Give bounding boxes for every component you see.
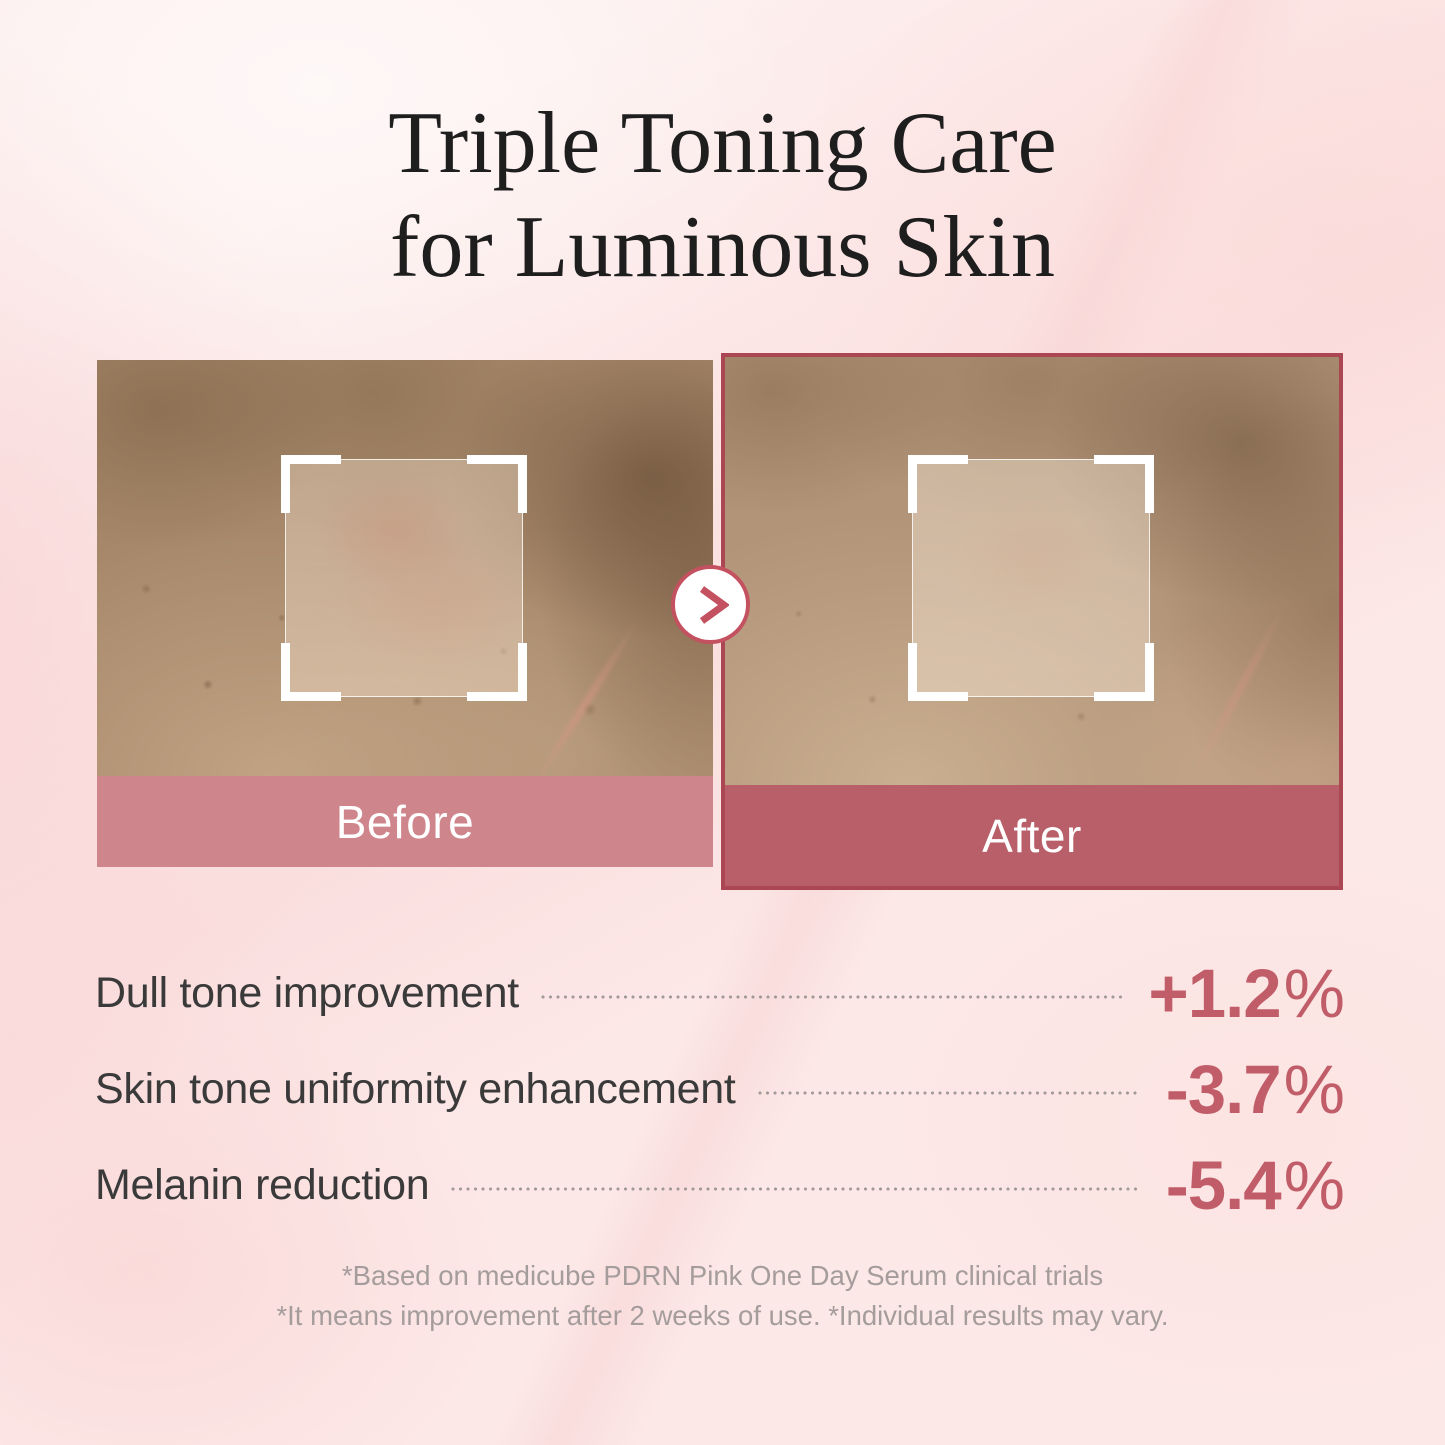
frame-corner-icon	[1094, 455, 1154, 513]
stat-label: Dull tone improvement	[95, 968, 519, 1017]
disclaimer-line-1: *Based on medicube PDRN Pink One Day Ser…	[341, 1260, 1104, 1291]
stat-unit: %	[1283, 954, 1345, 1032]
frame-corner-icon	[467, 455, 527, 513]
frame-corner-icon	[908, 643, 968, 701]
dotted-leader	[451, 1187, 1140, 1191]
measurement-frame-icon	[281, 455, 527, 701]
dotted-leader	[757, 1091, 1140, 1095]
stat-row: Melanin reduction -5.4%	[95, 1147, 1345, 1224]
before-label: Before	[335, 795, 475, 848]
stat-label: Skin tone uniformity enhancement	[95, 1064, 736, 1113]
measurement-frame-icon	[908, 455, 1154, 701]
after-label-bar: After	[725, 785, 1339, 886]
after-skin-photo	[725, 357, 1339, 785]
stat-unit: %	[1283, 1050, 1345, 1128]
frame-corner-icon	[1094, 643, 1154, 701]
skin-mark	[1133, 559, 1339, 785]
after-card: After	[721, 353, 1343, 890]
frame-corner-icon	[908, 455, 968, 513]
stat-unit: %	[1283, 1146, 1345, 1224]
stat-label: Melanin reduction	[95, 1160, 430, 1209]
before-skin-photo	[97, 360, 713, 776]
stat-number: +1.2	[1148, 954, 1281, 1032]
stat-number: -3.7	[1165, 1050, 1282, 1128]
page-title: Triple Toning Care for Luminous Skin	[0, 92, 1445, 300]
stat-number: -5.4	[1165, 1146, 1282, 1224]
clinical-stats: Dull tone improvement +1.2% Skin tone un…	[95, 955, 1345, 1246]
disclaimer-line-2: *It means improvement after 2 weeks of u…	[276, 1299, 1169, 1331]
title-line-1: Triple Toning Care	[388, 95, 1057, 192]
chevron-right-icon	[699, 585, 729, 624]
frame-corner-icon	[281, 643, 341, 701]
dotted-leader	[540, 995, 1123, 999]
stat-value: +1.2%	[1148, 954, 1345, 1033]
before-label-bar: Before	[97, 776, 713, 867]
stat-row: Skin tone uniformity enhancement -3.7%	[95, 1051, 1345, 1128]
before-card: Before	[97, 360, 713, 867]
frame-corner-icon	[467, 643, 527, 701]
title-line-2: for Luminous Skin	[390, 198, 1055, 296]
arrow-badge	[671, 565, 750, 644]
stat-value: -3.7%	[1166, 1050, 1345, 1129]
disclaimer: *Based on medicube PDRN Pink One Day Ser…	[0, 1256, 1445, 1336]
stat-row: Dull tone improvement +1.2%	[95, 955, 1345, 1032]
stat-value: -5.4%	[1166, 1146, 1345, 1225]
frame-corner-icon	[281, 455, 341, 513]
after-label: After	[982, 809, 1082, 862]
